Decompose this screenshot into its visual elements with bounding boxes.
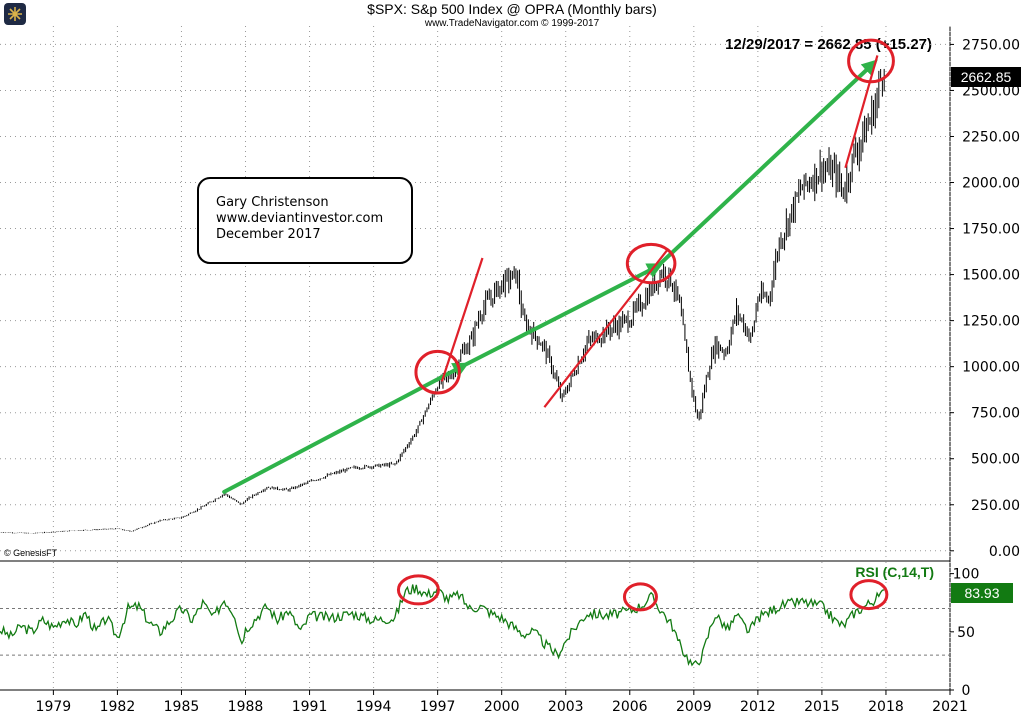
x-tick-label: 2006	[612, 699, 648, 715]
rsi-grid	[0, 608, 950, 656]
x-tick-label: 1982	[100, 699, 136, 715]
analysis-overlays	[222, 38, 895, 612]
price-series	[0, 68, 885, 534]
price-y-tick-label: 1250.00	[962, 314, 1020, 330]
trend-arrow-segment	[461, 263, 664, 368]
x-tick-label: 2021	[932, 699, 968, 715]
rsi-label: RSI (C,14,T)	[855, 564, 934, 580]
price-grid	[0, 26, 951, 690]
trend-arrow-segment	[655, 59, 878, 269]
ship-wheel-icon	[8, 7, 22, 21]
price-y-tick-label: 1750.00	[962, 222, 1020, 238]
price-y-tick-label: 1500.00	[962, 268, 1020, 284]
rsi-panel-background	[0, 562, 950, 688]
x-tick-label: 2000	[484, 699, 520, 715]
rsi-y-tick-label: 100	[953, 567, 980, 583]
author-annotation: Gary Christenson www.deviantinvestor.com…	[197, 177, 413, 264]
red-trend-line	[440, 257, 484, 382]
rsi-highlight-circle	[396, 574, 440, 606]
highlight-circle	[625, 242, 677, 285]
x-tick-labels: 1979 1982 1985 1988 1991 1994 1997 2000 2003 2006…	[36, 690, 968, 715]
rsi-line	[0, 584, 885, 667]
logo-badge	[4, 3, 26, 25]
price-y-tick-label: 2000.00	[962, 176, 1020, 192]
red-trend-line	[844, 55, 879, 169]
price-y-tick-label: 750.00	[971, 406, 1020, 422]
rsi-badge-bg	[951, 583, 1013, 603]
x-tick-label: 1994	[356, 699, 392, 715]
chart-subtitle: www.TradeNavigator.com © 1999-2017	[424, 18, 600, 29]
chart-title: $SPX: S&p 500 Index @ OPRA (Monthly bars…	[367, 1, 657, 17]
price-panel-background	[0, 26, 950, 560]
x-tick-label: 2003	[548, 699, 584, 715]
last-price-badge-bg	[951, 67, 1021, 87]
x-tick-label: 1979	[36, 699, 72, 715]
price-y-tick-label: 500.00	[971, 452, 1020, 468]
x-tick-label: 1991	[292, 699, 328, 715]
price-y-tick-label: 1000.00	[962, 360, 1020, 376]
rsi-series	[0, 584, 885, 667]
price-y-tick-label: 2750.00	[962, 37, 1020, 53]
annotation-box	[197, 177, 413, 264]
x-tick-label: 2012	[740, 699, 776, 715]
highlight-circle	[847, 38, 895, 84]
rsi-y-tick-labels: 0 50 100	[950, 567, 979, 699]
last-price-badge: 2662.85	[961, 69, 1012, 85]
annotation-line-2: www.deviantinvestor.com	[216, 211, 383, 226]
last-price-label: 12/29/2017 = 2662.85 (+15.27)	[725, 36, 932, 53]
price-y-tick-label: 2250.00	[962, 129, 1020, 145]
annotation-line-3: December 2017	[216, 227, 321, 242]
rsi-y-tick-label: 50	[957, 625, 975, 641]
rsi-y-tick-label: 0	[962, 683, 971, 699]
rsi-highlight-circle	[622, 582, 658, 612]
x-tick-label: 2009	[676, 699, 712, 715]
rsi-highlight-circle	[849, 579, 889, 611]
rsi-value-badge: 83.93	[964, 585, 999, 601]
x-tick-label: 2015	[804, 699, 840, 715]
price-y-tick-label: 0.00	[989, 544, 1020, 560]
price-y-tick-label: 2500.00	[962, 83, 1020, 99]
highlight-circle	[414, 349, 461, 395]
x-tick-label: 1997	[420, 699, 456, 715]
price-y-tick-labels: 0.00 250.00 500.00 750.00 1000.00 1250.00 1500…	[950, 37, 1020, 560]
price-y-tick-label: 250.00	[971, 498, 1020, 514]
x-tick-label: 1988	[228, 699, 264, 715]
source-credit: © GenesisFT	[4, 548, 58, 558]
annotation-line-1: Gary Christenson	[216, 195, 329, 210]
x-tick-label: 1985	[164, 699, 200, 715]
red-trend-line	[543, 248, 670, 408]
x-tick-label: 2018	[868, 699, 904, 715]
